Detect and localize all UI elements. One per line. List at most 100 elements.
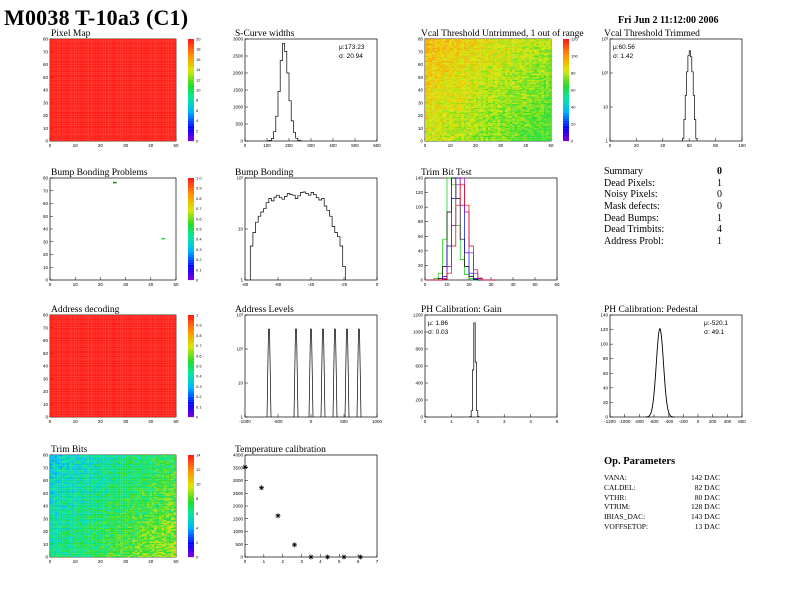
heatmap-cell [96, 115, 99, 117]
heatmap-cell [50, 79, 53, 82]
heatmap-cell [534, 134, 537, 136]
heatmap-cell [163, 55, 167, 57]
heatmap-cell [514, 135, 518, 138]
heatmap-cell [171, 40, 174, 42]
heatmap-cell [115, 106, 118, 108]
heatmap-cell [458, 135, 462, 138]
heatmap-cell [59, 135, 63, 138]
heatmap-cell [59, 53, 63, 55]
heatmap-cell [502, 132, 506, 134]
heatmap-cell [129, 47, 133, 50]
heatmap-cell [110, 105, 114, 107]
x-tick-label: 600 [373, 143, 381, 148]
heatmap-cell [64, 93, 68, 96]
heatmap-cell [50, 106, 53, 108]
heatmap-cell [74, 97, 77, 99]
heatmap-cell [151, 53, 155, 55]
heatmap-cell [57, 120, 60, 122]
heatmap-cell [69, 130, 72, 133]
heatmap-cell [137, 130, 140, 133]
heatmap-cell [103, 129, 106, 131]
heatmap-cell [50, 126, 53, 129]
heatmap-cell [137, 106, 140, 108]
heatmap-cell [50, 112, 53, 115]
heatmap-cell [514, 126, 518, 129]
heatmap-cell [156, 42, 160, 45]
heatmap-cell [149, 139, 152, 142]
heatmap-cell [76, 42, 80, 45]
heatmap-cell [500, 135, 503, 138]
heatmap-cell [168, 88, 172, 91]
heatmap-cell [52, 86, 55, 88]
heatmap-cell [103, 51, 106, 54]
heatmap-cell [171, 61, 174, 64]
heatmap-cell [105, 83, 109, 85]
heatmap-cell [529, 135, 532, 138]
heatmap-cell [120, 91, 123, 93]
heatmap-cell [163, 129, 167, 131]
heatmap-cell [512, 135, 515, 138]
heatmap-cell [427, 133, 430, 135]
heatmap-cell [62, 58, 65, 60]
heatmap-cell [120, 126, 123, 129]
colorbar-tick-label: 4 [196, 118, 199, 123]
heatmap-cell [81, 116, 84, 119]
heatmap-cell [117, 101, 121, 103]
heatmap-cell [103, 83, 106, 85]
heatmap-cell [64, 81, 68, 83]
heatmap-cell [127, 118, 131, 120]
heatmap-cell [163, 109, 167, 111]
heatmap-cell [485, 129, 489, 131]
heatmap-cell [173, 135, 177, 138]
heatmap-cell [98, 125, 101, 128]
heatmap-cell [471, 129, 474, 131]
heatmap-cell [64, 82, 68, 84]
heatmap-cell [134, 54, 138, 56]
heatmap-cell [526, 138, 530, 140]
heatmap-cell [98, 101, 101, 103]
heatmap-cell [110, 107, 114, 110]
heatmap-cell [137, 112, 140, 115]
heatmap-cell [117, 105, 121, 107]
heatmap-cell [134, 69, 138, 71]
heatmap-cell [166, 39, 169, 41]
heatmap-cell [492, 133, 496, 135]
heatmap-cell [120, 133, 123, 135]
heatmap-cell [454, 133, 457, 135]
heatmap-cell [69, 111, 72, 113]
heatmap-cell [461, 124, 464, 126]
heatmap-cell [427, 126, 430, 129]
heatmap-cell [127, 110, 131, 112]
heatmap-cell [71, 77, 75, 79]
colorbar-cell [188, 77, 194, 80]
heatmap-cell [144, 78, 147, 80]
heatmap-cell [96, 105, 99, 107]
heatmap-cell [127, 119, 131, 121]
heatmap-cell [74, 68, 77, 70]
heatmap-cell [83, 112, 87, 115]
heatmap-cell [91, 133, 94, 135]
heatmap-cell [62, 139, 65, 142]
heatmap-cell [173, 40, 177, 42]
heatmap-cell [120, 128, 123, 130]
heatmap-cell [117, 104, 121, 106]
heatmap-cell [519, 125, 522, 128]
heatmap-cell [156, 120, 160, 122]
heatmap-cell [149, 54, 152, 56]
heatmap-cell [108, 67, 111, 69]
heatmap-cell [96, 53, 99, 55]
heatmap-cell [100, 118, 104, 120]
heatmap-cell [69, 72, 72, 74]
heatmap-cell [139, 138, 143, 140]
heatmap-cell [129, 56, 133, 59]
heatmap-cell [54, 55, 58, 57]
heatmap-cell [512, 124, 515, 126]
heatmap-cell [62, 129, 65, 131]
heatmap-cell [168, 72, 172, 74]
heatmap-cell [66, 67, 70, 69]
heatmap-cell [96, 56, 99, 59]
heatmap-cell [524, 124, 527, 126]
heatmap-cell [113, 50, 116, 52]
heatmap-cell [534, 137, 537, 139]
heatmap-cell [52, 75, 55, 78]
